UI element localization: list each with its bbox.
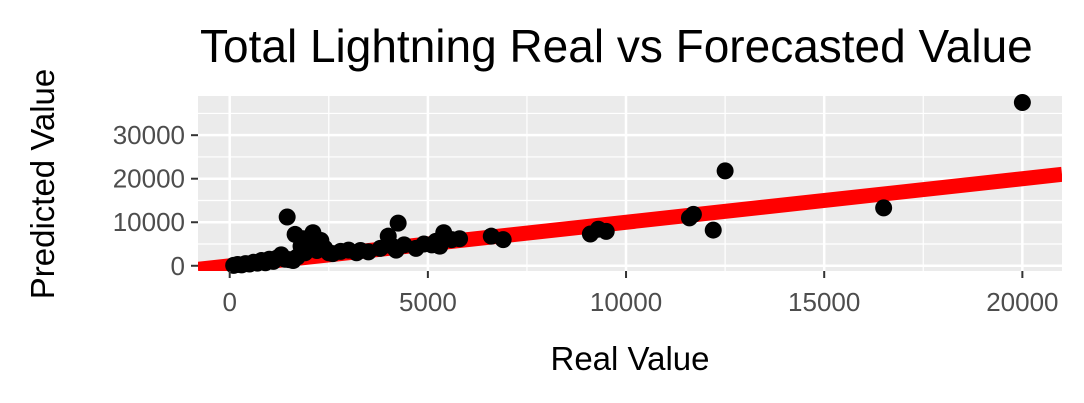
x-axis-title: Real Value: [551, 340, 710, 377]
y-tick-label: 20000: [113, 164, 185, 194]
data-point: [684, 205, 702, 223]
data-point: [451, 230, 469, 248]
y-tick-label: 0: [171, 251, 185, 281]
x-tick-label: 10000: [590, 287, 662, 317]
data-point: [704, 221, 722, 239]
data-point: [278, 208, 296, 226]
x-axis: 0 5000 10000 15000 20000: [222, 271, 1059, 317]
y-tick-label: 10000: [113, 207, 185, 237]
y-axis-title: Predicted Value: [24, 69, 61, 300]
x-tick-label: 5000: [399, 287, 457, 317]
data-point: [1013, 94, 1031, 112]
chart-title: Total Lightning Real vs Forecasted Value: [200, 20, 1033, 72]
data-point: [494, 231, 512, 249]
data-point: [875, 199, 893, 217]
data-point: [597, 222, 615, 240]
y-axis: 0 10000 20000 30000: [113, 120, 198, 281]
y-tick-label: 30000: [113, 120, 185, 150]
minor-grid: [198, 96, 1062, 271]
data-point: [716, 162, 734, 180]
x-tick-label: 15000: [788, 287, 860, 317]
x-tick-label: 0: [222, 287, 236, 317]
data-point: [389, 214, 407, 232]
points-layer: [225, 94, 1031, 274]
x-tick-label: 20000: [986, 287, 1058, 317]
